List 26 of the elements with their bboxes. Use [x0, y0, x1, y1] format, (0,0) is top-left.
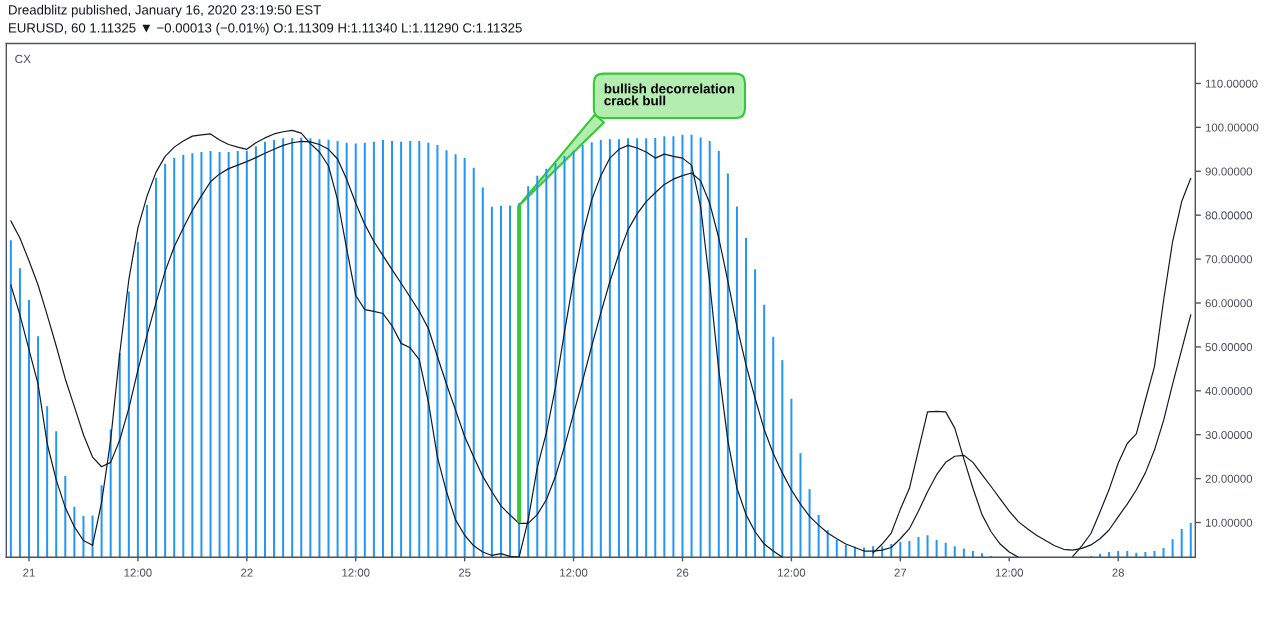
x-tick-label: 25: [458, 568, 471, 577]
y-tick-label: 30.00000: [1205, 430, 1253, 439]
x-tick-label: 22: [241, 568, 253, 577]
y-tick-label: 60.00000: [1205, 299, 1253, 308]
x-tick-label: 12:00: [560, 568, 588, 577]
x-tick-label: 12:00: [995, 568, 1024, 577]
y-tick-label: 110.00000: [1205, 79, 1258, 88]
y-tick-label: 50.00000: [1205, 343, 1253, 352]
y-tick-label: 100.00000: [1205, 123, 1259, 132]
annotation: bullish decorrelation crack bull: [604, 83, 735, 106]
x-tick-label: 27: [894, 568, 907, 577]
x-tick-label: 26: [676, 568, 689, 577]
y-tick-label: 10.00000: [1205, 518, 1253, 527]
x-tick-label: 28: [1112, 568, 1124, 577]
chart-subtitle: EURUSD, 60 1.11325 ▼ −0.00013 (−0.01%) O:1.11309 H:1.11340 L:1.11290 C:1.11325: [9, 22, 522, 36]
annotation: CX: [15, 54, 31, 64]
y-tick-label: 90.00000: [1205, 167, 1253, 176]
y-tick-label: 20.00000: [1205, 474, 1253, 483]
x-tick-label: 12:00: [124, 568, 152, 577]
x-tick-label: 21: [23, 568, 35, 577]
chart-title: Dreadblitz published, January 16, 2020 23:19:50 EST: [9, 4, 321, 18]
y-tick-label: 80.00000: [1205, 211, 1253, 220]
y-tick-label: 70.00000: [1205, 255, 1253, 264]
x-tick-label: 12:00: [342, 568, 370, 577]
y-tick-label: 40.00000: [1205, 386, 1253, 396]
x-tick-label: 12:00: [778, 568, 806, 577]
